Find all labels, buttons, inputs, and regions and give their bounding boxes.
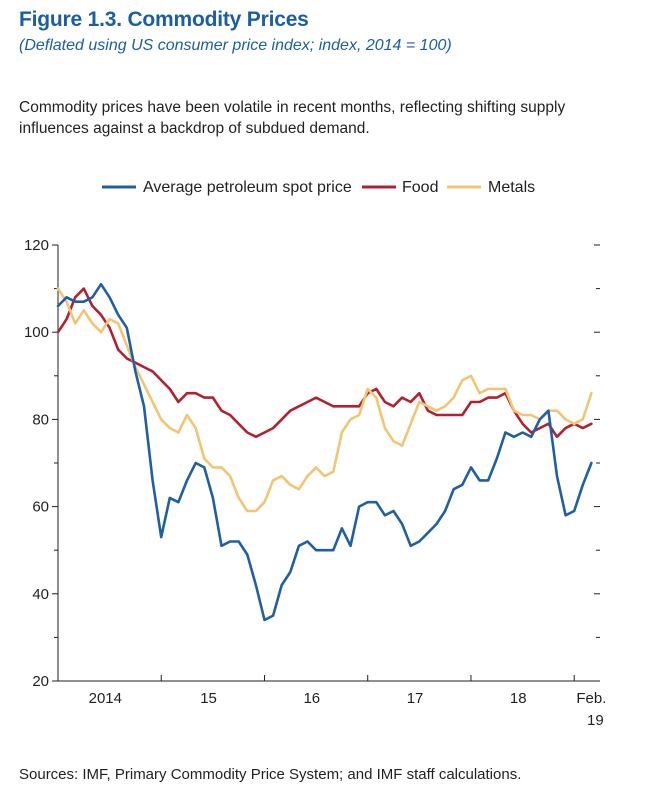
y-tick-label-80: 80 [32,411,49,428]
chart-legend: Average petroleum spot price Food Metals [102,179,535,196]
x-tick-label-2014: 2014 [89,690,122,707]
y-tick-label-20: 20 [32,673,49,690]
axis-ticks: 120 100 80 60 40 20 2014 15 16 17 18 Feb. 19 [24,237,606,729]
figure-description: Commodity prices have been volatile in r… [19,99,566,137]
legend-label-metals: Metals [488,179,535,196]
y-tick-label-40: 40 [32,586,49,603]
series-line-average-petroleum-spot-price [56,282,593,622]
legend-label-food: Food [402,179,438,196]
figure-source: Sources: IMF, Primary Commodity Price Sy… [19,766,522,783]
x-tick-label-16: 16 [303,690,320,707]
y-tick-label-60: 60 [32,499,49,516]
x-tick-label-18: 18 [510,690,527,707]
x-tick-label-feb: Feb. [576,690,606,707]
chart-series [56,282,593,622]
figure-subtitle: (Deflated using US consumer price index;… [19,37,452,54]
series-line-food [56,287,593,439]
y-tick-label-120: 120 [24,237,49,254]
y-tick-label-100: 100 [24,324,49,341]
x-tick-label-17: 17 [407,690,424,707]
series-line-metals [56,287,593,513]
x-tick-label-19: 19 [587,712,604,729]
chart-axes [57,245,600,682]
legend-label-average-petroleum-spot-price: Average petroleum spot price [143,179,352,196]
figure-title: Figure 1.3. Commodity Prices [19,8,309,31]
x-tick-label-15: 15 [200,690,217,707]
